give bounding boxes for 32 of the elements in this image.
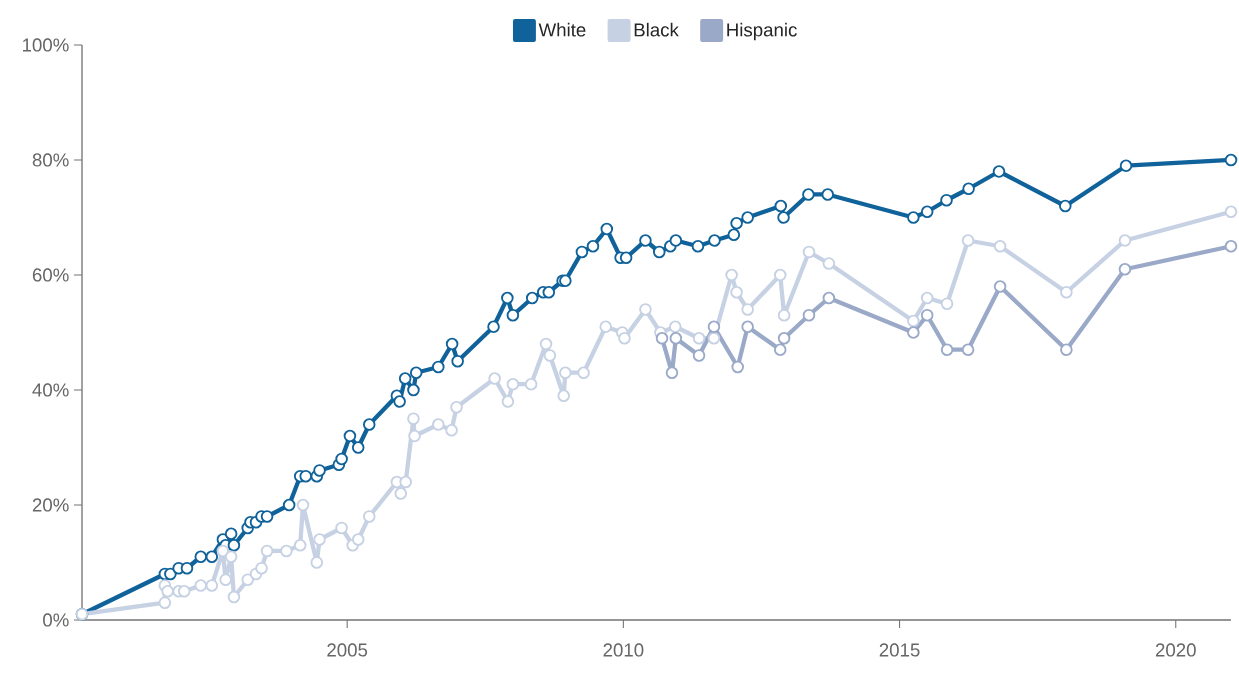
y-tick-label: 60% <box>32 268 69 282</box>
point <box>1118 262 1132 276</box>
point <box>692 349 706 362</box>
y-tick-label: 40% <box>32 383 69 397</box>
point <box>1224 239 1238 253</box>
point <box>707 320 721 334</box>
x-tick-label: 2005 <box>327 643 368 657</box>
legend-label: White <box>538 22 586 37</box>
legend-label: Black <box>634 22 679 37</box>
point <box>940 343 954 357</box>
point <box>669 331 683 345</box>
point <box>773 343 787 357</box>
point <box>1060 343 1073 357</box>
y-tick-label: 20% <box>32 498 69 512</box>
point <box>822 291 836 305</box>
point <box>961 343 975 357</box>
x-tick-label: 2015 <box>879 643 920 657</box>
point <box>741 320 754 334</box>
legend-label: Hispanic <box>727 22 797 41</box>
x-tick-label: 2010 <box>603 643 644 657</box>
point <box>731 360 744 374</box>
point <box>777 331 791 345</box>
point <box>920 308 934 322</box>
point <box>655 331 669 345</box>
x-tick-label: 2020 <box>1155 643 1196 657</box>
y-tick-label: 100% <box>22 38 69 52</box>
point <box>802 308 816 322</box>
point <box>993 280 1007 293</box>
point <box>907 326 920 339</box>
point <box>665 366 679 380</box>
y-tick-label: 0% <box>43 613 69 627</box>
y-tick-label: 80% <box>32 153 69 167</box>
